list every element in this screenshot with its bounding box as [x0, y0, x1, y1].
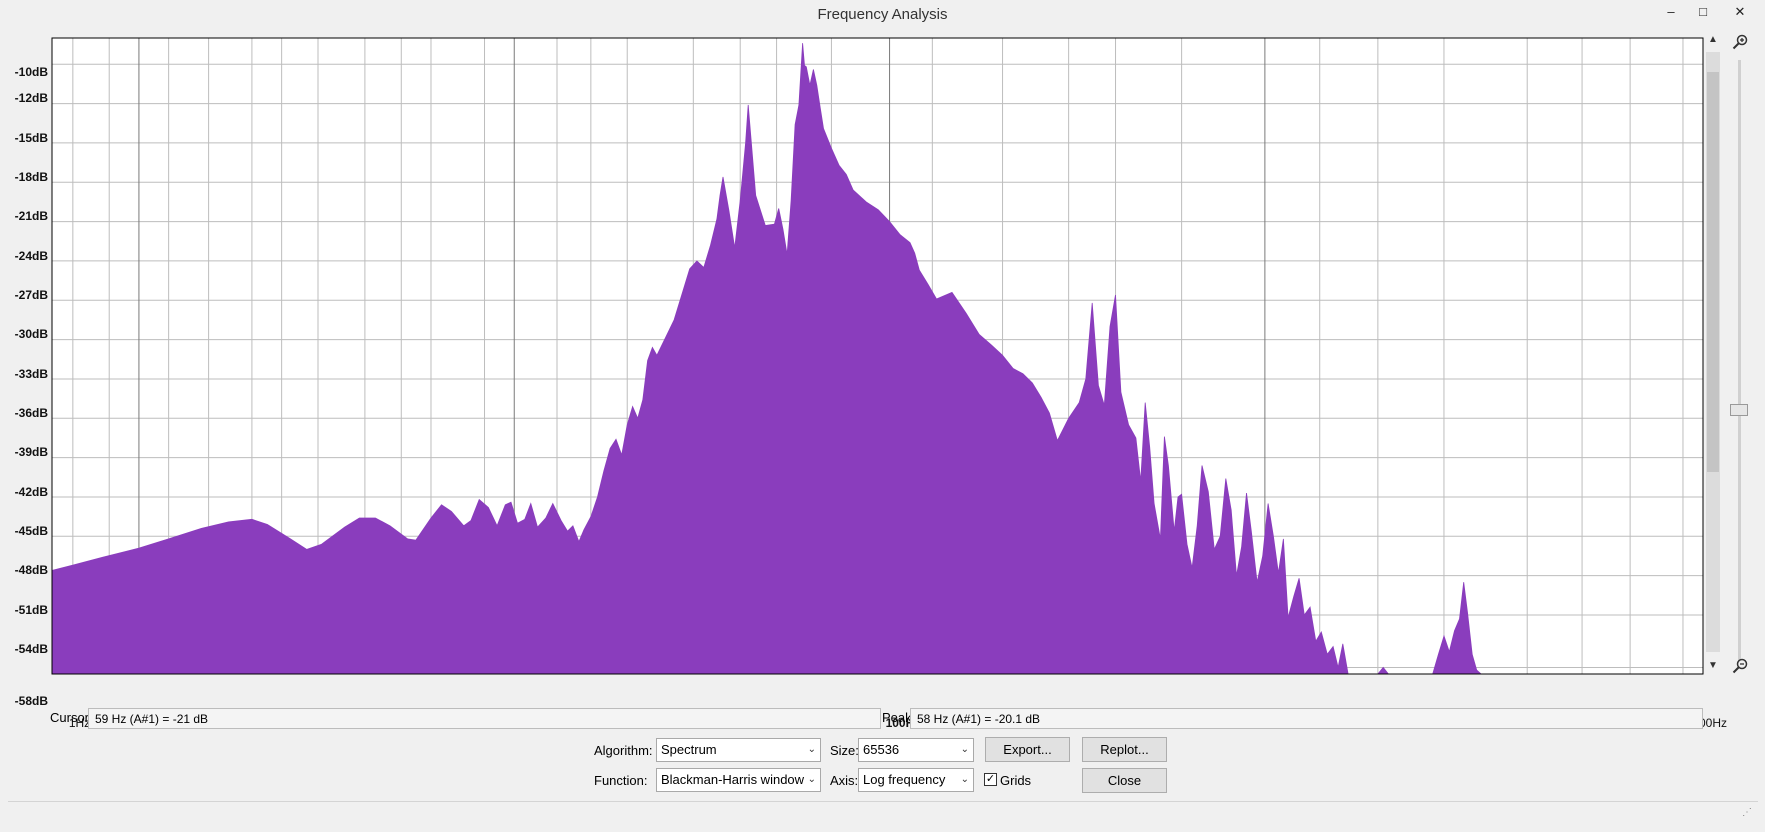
peak-label: Peak: [882, 710, 916, 725]
cursor-readout: 59 Hz (A#1) = -21 dB [88, 708, 881, 729]
db-tick-label: -54dB [14, 641, 48, 656]
function-select-value: Blackman-Harris window [661, 772, 805, 787]
chevron-down-icon: ⌄ [960, 774, 969, 785]
algorithm-label: Algorithm: [594, 743, 653, 758]
zoom-slider-handle[interactable] [1730, 404, 1748, 416]
function-label: Function: [594, 773, 648, 788]
title-bar: Frequency Analysis – □ ✕ [0, 0, 1765, 30]
db-tick-label: -24dB [14, 248, 48, 263]
vertical-scrollbar[interactable]: ▲ ▼ [1706, 34, 1720, 674]
function-select[interactable]: Blackman-Harris window ⌄ [656, 768, 821, 792]
replot-button[interactable]: Replot... [1082, 737, 1167, 762]
algorithm-select-value: Spectrum [661, 742, 717, 757]
frequency-tick-label: 1Hz [68, 716, 91, 730]
grids-checkbox[interactable]: ✓ [984, 773, 997, 786]
resize-grip-icon[interactable]: ⋰ [1742, 807, 1752, 818]
scroll-up-arrow-icon[interactable]: ▲ [1708, 34, 1718, 45]
db-tick-label: -58dB [14, 694, 48, 709]
chevron-down-icon: ⌄ [807, 744, 816, 755]
zoom-slider-track[interactable] [1738, 60, 1741, 660]
close-window-button[interactable]: ✕ [1734, 4, 1746, 19]
chevron-down-icon: ⌄ [807, 774, 816, 785]
spectrum-area [51, 43, 1703, 675]
db-tick-label: -45dB [14, 523, 48, 538]
db-tick-label: -27dB [14, 287, 48, 302]
db-tick-label: -12dB [14, 91, 48, 106]
db-tick-label: -18dB [14, 169, 48, 184]
size-select[interactable]: 65536 ⌄ [858, 738, 974, 762]
window-title: Frequency Analysis [817, 6, 948, 23]
peak-readout: 58 Hz (A#1) = -20.1 dB [910, 708, 1703, 729]
db-tick-label: -21dB [14, 209, 48, 224]
axis-select-value: Log frequency [863, 772, 946, 787]
export-button[interactable]: Export... [985, 737, 1070, 762]
zoom-out-icon[interactable] [1726, 658, 1754, 679]
db-tick-label: -30dB [14, 327, 48, 342]
axis-select[interactable]: Log frequency ⌄ [858, 768, 974, 792]
chevron-down-icon: ⌄ [960, 744, 969, 755]
db-tick-label: -51dB [14, 602, 48, 617]
window-border [0, 30, 8, 832]
size-label: Size: [830, 743, 859, 758]
minimize-button[interactable]: – [1667, 4, 1675, 19]
axis-label: Axis: [830, 773, 859, 788]
status-bar: ⋰ [8, 801, 1758, 824]
spectrum-plot-area[interactable]: -10dB -12dB -15dB -18dB -21dB -24dB -27dB -30dB… [0, 34, 1727, 730]
db-tick-label: -10dB [14, 65, 48, 79]
db-tick-label: -15dB [14, 130, 48, 145]
grids-label: Grids [1000, 773, 1032, 788]
scrollbar-track[interactable] [1706, 52, 1720, 652]
cursor-label: Cursor: [50, 710, 93, 725]
plot-frame [51, 37, 1704, 675]
size-select-value: 65536 [863, 742, 900, 757]
db-tick-label: -39dB [14, 445, 48, 460]
maximize-button[interactable]: □ [1699, 4, 1707, 19]
db-tick-label: -42dB [14, 484, 48, 499]
zoom-in-icon[interactable] [1726, 34, 1754, 55]
spectrum-chart[interactable] [0, 34, 1706, 696]
db-tick-label: -33dB [14, 366, 48, 381]
db-tick-label: -48dB [14, 563, 48, 578]
algorithm-select[interactable]: Spectrum ⌄ [656, 738, 821, 762]
close-button[interactable]: Close [1082, 768, 1167, 793]
scrollbar-thumb[interactable] [1707, 72, 1719, 472]
db-tick-label: -36dB [14, 405, 48, 420]
scroll-down-arrow-icon[interactable]: ▼ [1708, 660, 1718, 671]
